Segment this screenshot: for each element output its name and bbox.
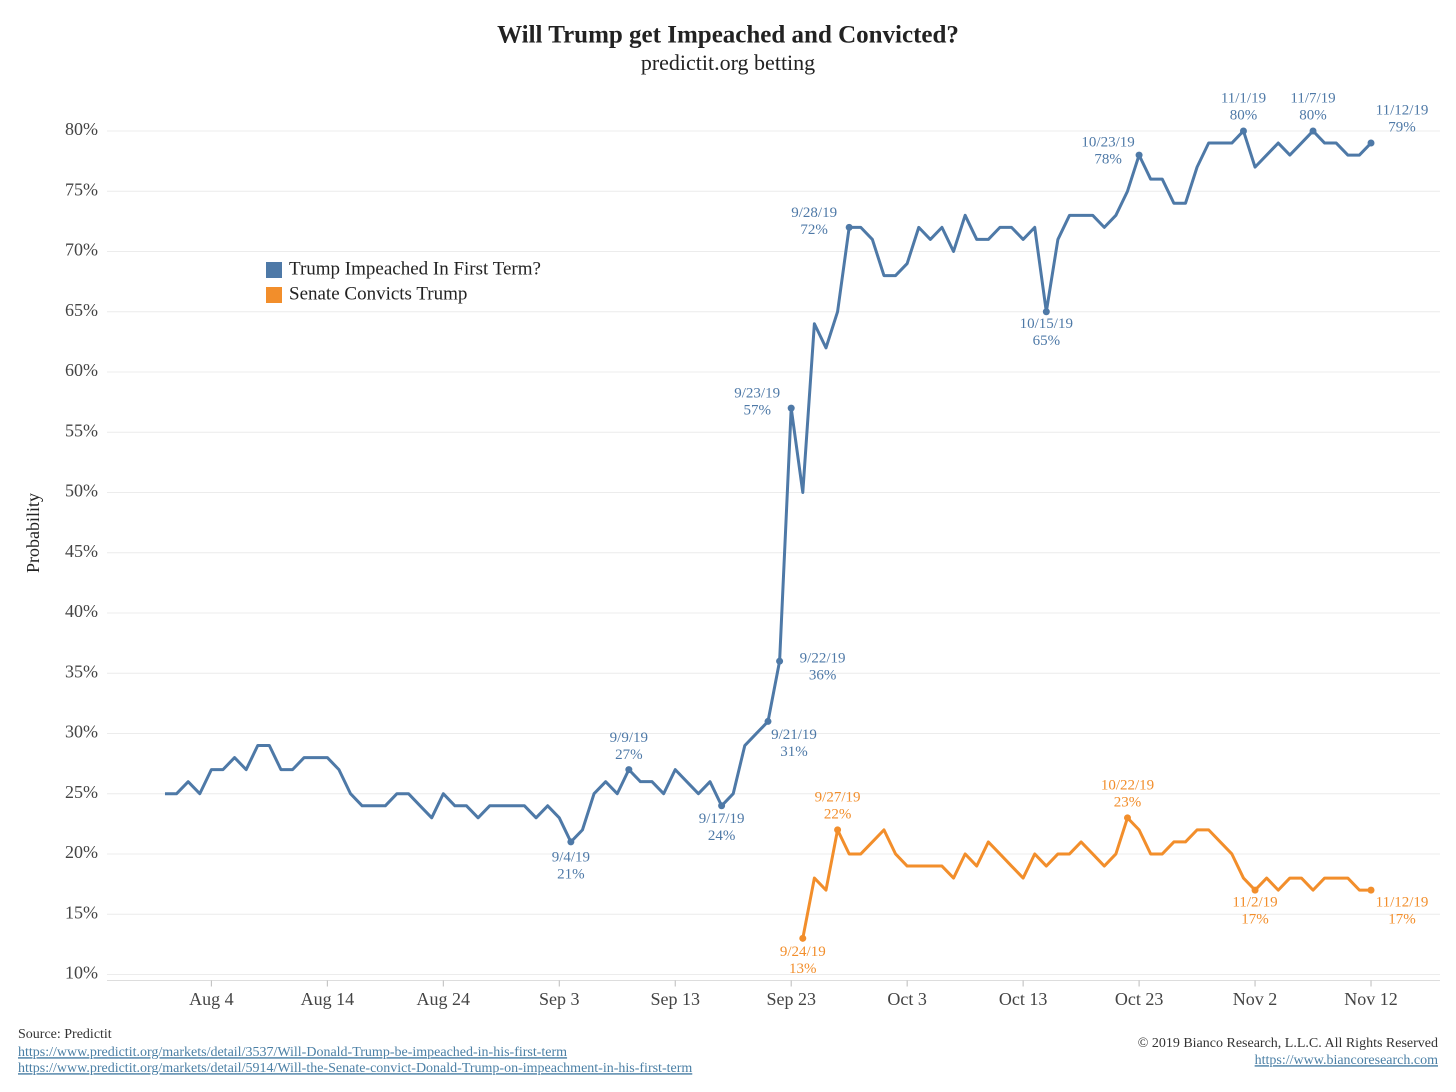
annotation-date: 11/7/19: [1290, 90, 1335, 106]
annotation-value: 22%: [824, 806, 852, 822]
annotation-dot: [834, 826, 842, 834]
annotation-dot: [1239, 127, 1247, 135]
annotation-dot: [1123, 814, 1131, 822]
y-tick-label: 45%: [65, 541, 98, 561]
y-tick-label: 30%: [65, 722, 98, 742]
annotation-value: 24%: [708, 828, 736, 844]
y-tick-label: 60%: [65, 360, 98, 380]
annotation-value: 80%: [1299, 107, 1327, 123]
y-tick-label: 25%: [65, 782, 98, 802]
annotation-value: 78%: [1094, 152, 1122, 168]
copyright: © 2019 Bianco Research, L.L.C. All Right…: [1138, 1036, 1438, 1051]
annotation-date: 11/1/19: [1221, 90, 1266, 106]
y-tick-label: 20%: [65, 842, 98, 862]
x-tick-label: Nov 12: [1344, 989, 1398, 1009]
y-axis-label: Probability: [23, 493, 43, 573]
x-tick-label: Oct 13: [999, 989, 1048, 1009]
legend-swatch: [266, 262, 282, 278]
annotation-value: 21%: [557, 866, 585, 882]
annotation-dot: [787, 404, 795, 412]
annotation-value: 57%: [743, 403, 771, 419]
annotation-dot: [764, 717, 772, 725]
annotation-value: 17%: [1241, 912, 1269, 928]
annotation-dot: [1367, 886, 1375, 894]
website-link[interactable]: https://www.biancoresearch.com: [1255, 1053, 1438, 1068]
annotation-value: 23%: [1114, 794, 1142, 810]
y-tick-label: 15%: [65, 902, 98, 922]
y-tick-label: 50%: [65, 481, 98, 501]
series-line: [164, 129, 1373, 844]
annotation-value: 27%: [615, 747, 643, 763]
annotation-value: 31%: [780, 744, 808, 760]
chart-subtitle: predictit.org betting: [641, 50, 815, 75]
x-tick-label: Aug 14: [301, 989, 355, 1009]
x-tick-label: Sep 13: [650, 989, 700, 1009]
y-tick-label: 35%: [65, 661, 98, 681]
annotation-dot: [1251, 886, 1259, 894]
annotation-date: 9/4/19: [552, 849, 590, 865]
annotation-value: 36%: [809, 668, 837, 684]
x-tick-label: Oct 3: [887, 989, 927, 1009]
annotation-dot: [1367, 139, 1375, 147]
source-link[interactable]: https://www.predictit.org/markets/detail…: [18, 1045, 567, 1060]
annotation-date: 9/17/19: [699, 811, 745, 827]
legend-swatch: [266, 287, 282, 303]
annotation-dot: [1042, 308, 1050, 316]
annotation-date: 9/9/19: [610, 730, 648, 746]
annotation-date: 9/22/19: [800, 651, 846, 667]
y-tick-label: 75%: [65, 179, 98, 199]
annotation-date: 9/23/19: [734, 386, 780, 402]
annotation-date: 11/2/19: [1232, 895, 1277, 911]
annotation-value: 79%: [1388, 119, 1416, 135]
annotation-dot: [1309, 127, 1317, 135]
annotation-date: 9/27/19: [815, 789, 861, 805]
annotation-value: 80%: [1230, 107, 1258, 123]
annotation-date: 9/24/19: [780, 944, 826, 960]
annotation-date: 9/21/19: [771, 727, 817, 743]
x-tick-label: Aug 4: [189, 989, 234, 1009]
chart-title: Will Trump get Impeached and Convicted?: [497, 22, 959, 49]
annotation-value: 72%: [800, 222, 828, 238]
y-tick-label: 70%: [65, 240, 98, 260]
y-tick-label: 10%: [65, 963, 98, 983]
annotation-date: 10/23/19: [1081, 135, 1134, 151]
annotation-dot: [1135, 151, 1143, 159]
source: Source: Predictit: [18, 1027, 112, 1042]
x-tick-label: Sep 3: [539, 989, 580, 1009]
y-tick-label: 40%: [65, 601, 98, 621]
annotation-date: 9/28/19: [791, 205, 837, 221]
x-tick-label: Oct 23: [1115, 989, 1164, 1009]
x-tick-label: Aug 24: [417, 989, 471, 1009]
annotation-dot: [567, 838, 575, 846]
annotation-date: 10/15/19: [1020, 316, 1073, 332]
annotation-value: 17%: [1388, 912, 1416, 928]
x-tick-label: Sep 23: [766, 989, 816, 1009]
annotation-dot: [625, 766, 633, 774]
annotation-date: 11/12/19: [1376, 895, 1429, 911]
annotation-date: 11/12/19: [1376, 102, 1429, 118]
y-tick-label: 65%: [65, 300, 98, 320]
annotation-date: 10/22/19: [1101, 777, 1154, 793]
annotation-dot: [845, 223, 853, 231]
legend-label: Trump Impeached In First Term?: [289, 258, 541, 279]
annotation-value: 65%: [1033, 333, 1061, 349]
annotation-dot: [799, 934, 807, 942]
annotation-dot: [776, 657, 784, 665]
series-line: [801, 816, 1372, 939]
legend-label: Senate Convicts Trump: [289, 283, 467, 304]
annotation-value: 13%: [789, 961, 817, 977]
x-tick-label: Nov 2: [1233, 989, 1278, 1009]
annotation-dot: [718, 802, 726, 810]
y-tick-label: 55%: [65, 420, 98, 440]
source-link[interactable]: https://www.predictit.org/markets/detail…: [18, 1061, 692, 1076]
y-tick-label: 80%: [65, 119, 98, 139]
